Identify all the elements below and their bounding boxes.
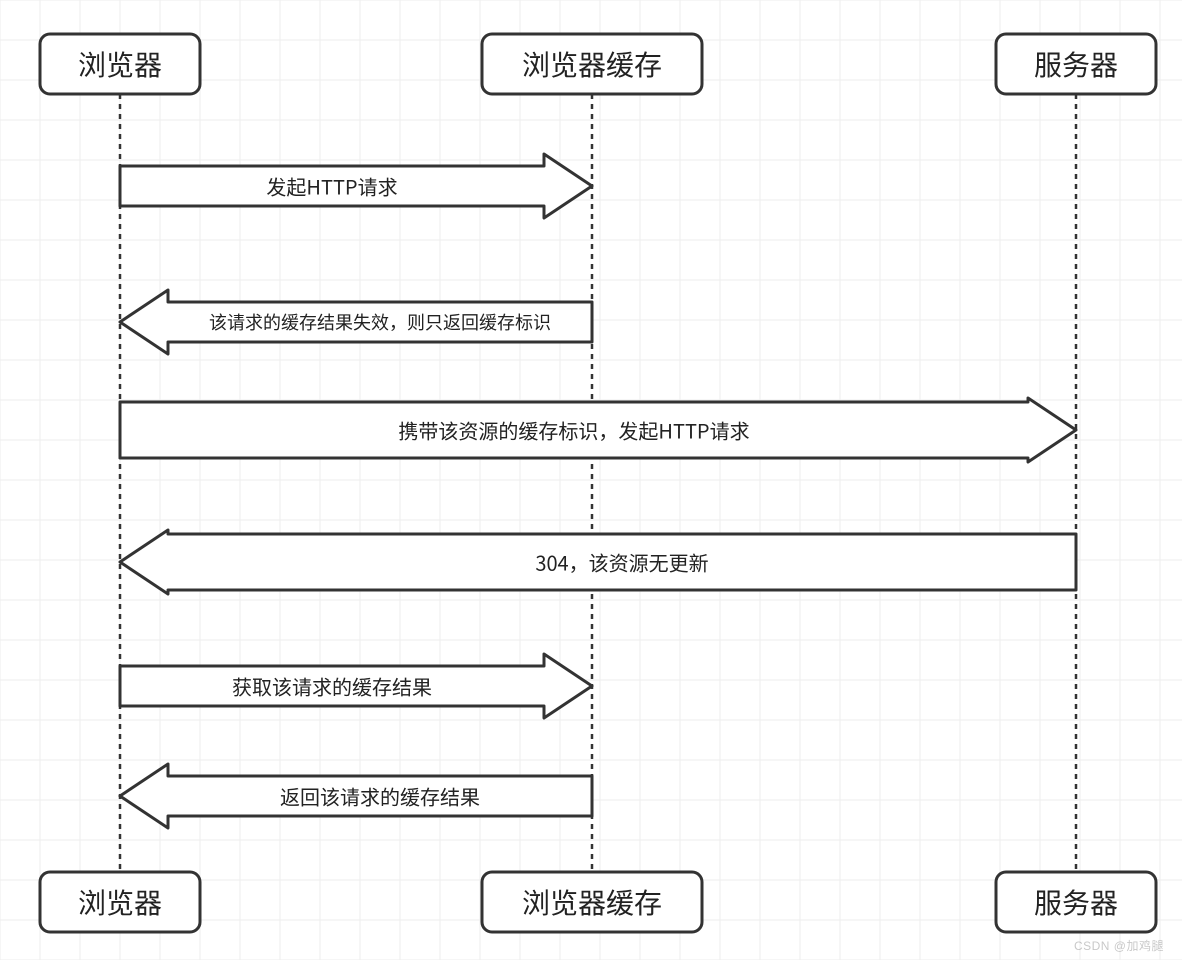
lane-label: 服务器 [1034,882,1118,922]
lane-label: 浏览器缓存 [522,882,662,922]
message-arrow-3: 304，该资源无更新 [120,530,1076,594]
lane-label: 浏览器 [78,882,162,922]
lane-label: 服务器 [1034,44,1118,84]
message-label: 返回该请求的缓存结果 [280,782,480,811]
lane-box-browser-top: 浏览器 [40,34,200,94]
sequence-diagram: 浏览器浏览器浏览器缓存浏览器缓存服务器服务器发起HTTP请求该请求的缓存结果失效… [0,0,1182,960]
lane-box-cache-top: 浏览器缓存 [482,34,702,94]
lane-box-server-top: 服务器 [996,34,1156,94]
message-label: 该请求的缓存结果失效，则只返回缓存标识 [209,309,551,335]
lane-box-cache-bottom: 浏览器缓存 [482,872,702,932]
message-label: 304，该资源无更新 [535,548,708,577]
message-arrow-2: 携带该资源的缓存标识，发起HTTP请求 [120,398,1076,462]
message-label: 携带该资源的缓存标识，发起HTTP请求 [398,416,749,445]
lane-box-browser-bottom: 浏览器 [40,872,200,932]
message-label: 发起HTTP请求 [266,172,397,201]
lane-label: 浏览器 [78,44,162,84]
lane-box-server-bottom: 服务器 [996,872,1156,932]
watermark: CSDN @加鸡腿 [1074,940,1164,952]
message-label: 获取该请求的缓存结果 [232,672,432,701]
lane-label: 浏览器缓存 [522,44,662,84]
